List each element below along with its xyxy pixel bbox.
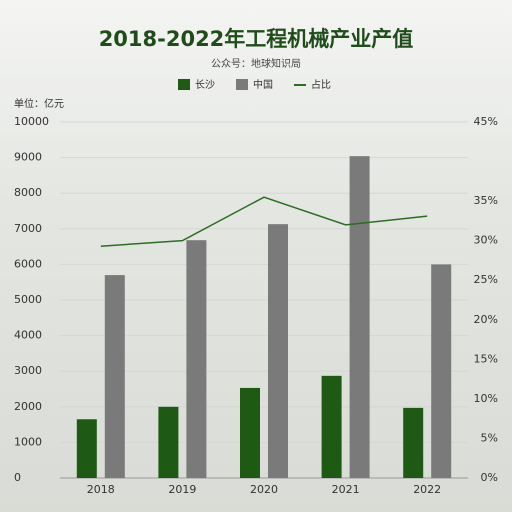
bar	[76, 419, 97, 478]
y2-tick-label: 5%	[481, 431, 498, 444]
y2-tick-label: 25%	[474, 273, 498, 286]
legend-label: 占比	[311, 78, 331, 91]
bar	[158, 406, 179, 478]
bar	[186, 240, 207, 478]
y2-tick-label: 30%	[474, 234, 498, 247]
y-tick-label: 3000	[14, 364, 42, 377]
y2-tick-label: 35%	[474, 194, 498, 207]
y-tick-label: 1000	[14, 435, 42, 448]
y2-tick-label: 45%	[474, 115, 498, 128]
y-tick-label: 0	[14, 471, 21, 484]
line	[100, 196, 428, 247]
legend-swatch	[178, 79, 190, 90]
y-tick-label: 8000	[14, 186, 42, 199]
y2-tick-label: 15%	[474, 352, 498, 365]
subtitle: 公众号：地球知识局	[211, 57, 301, 70]
legend-label: 长沙	[195, 79, 215, 91]
x-tick-label: 2021	[332, 483, 360, 496]
y-axis-label: 单位：亿元	[14, 97, 64, 110]
x-tick-label: 2022	[413, 483, 441, 496]
bar	[403, 407, 424, 478]
y2-tick-label: 20%	[474, 313, 498, 326]
y-tick-label: 5000	[14, 293, 42, 306]
legend-label: 中国	[253, 78, 273, 91]
y2-tick-label: 0%	[481, 471, 498, 484]
x-tick-label: 2019	[168, 483, 196, 496]
y-tick-label: 10000	[14, 115, 49, 128]
y-tick-label: 9000	[14, 151, 42, 164]
legend-swatch	[236, 79, 248, 90]
y2-tick-label: 10%	[474, 392, 498, 405]
bar	[268, 224, 288, 478]
x-tick-label: 2020	[250, 483, 278, 496]
chart-title: 2018-2022年工程机械产业产值	[99, 27, 414, 51]
bar	[240, 387, 260, 478]
y-tick-label: 6000	[14, 257, 42, 270]
bar	[104, 275, 125, 478]
y-tick-label: 7000	[14, 222, 42, 235]
y-tick-label: 2000	[14, 400, 42, 413]
bar	[321, 375, 342, 478]
y-tick-label: 4000	[14, 329, 42, 342]
x-tick-label: 2018	[87, 483, 115, 496]
legend: 长沙 中国 占比	[178, 78, 331, 91]
bar	[349, 156, 370, 478]
bar	[431, 264, 452, 478]
